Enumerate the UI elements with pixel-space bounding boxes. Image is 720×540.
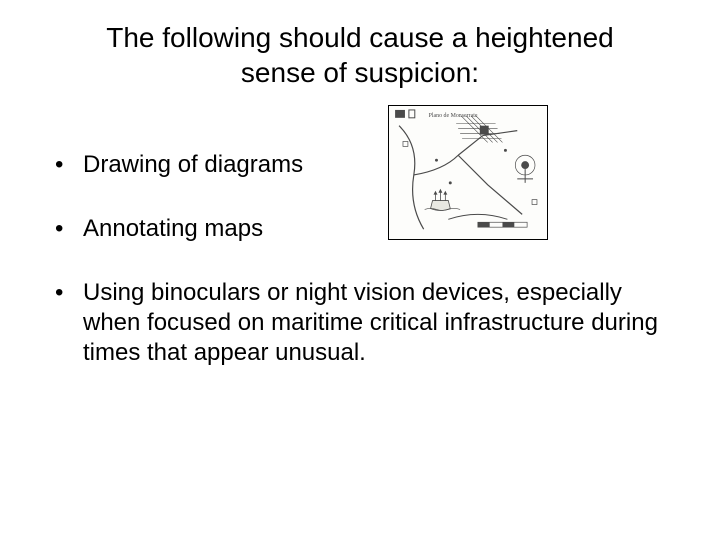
bullet-list: • Drawing of diagrams • Annotating maps …: [55, 150, 665, 402]
svg-text:Plano de Monserrate: Plano de Monserrate: [429, 113, 478, 119]
list-item: • Drawing of diagrams: [55, 150, 665, 180]
title-line-2: sense of suspicion:: [241, 57, 479, 88]
slide-title: The following should cause a heightened …: [0, 20, 720, 90]
list-item: • Using binoculars or night vision devic…: [55, 278, 665, 368]
bullet-marker: •: [55, 150, 83, 180]
title-line-1: The following should cause a heightened: [106, 22, 613, 53]
slide: The following should cause a heightened …: [0, 0, 720, 540]
bullet-marker: •: [55, 278, 83, 368]
list-item: • Annotating maps: [55, 214, 665, 244]
bullet-text: Using binoculars or night vision devices…: [83, 278, 665, 368]
bullet-text: Drawing of diagrams: [83, 150, 665, 180]
bullet-marker: •: [55, 214, 83, 244]
bullet-text: Annotating maps: [83, 214, 665, 244]
